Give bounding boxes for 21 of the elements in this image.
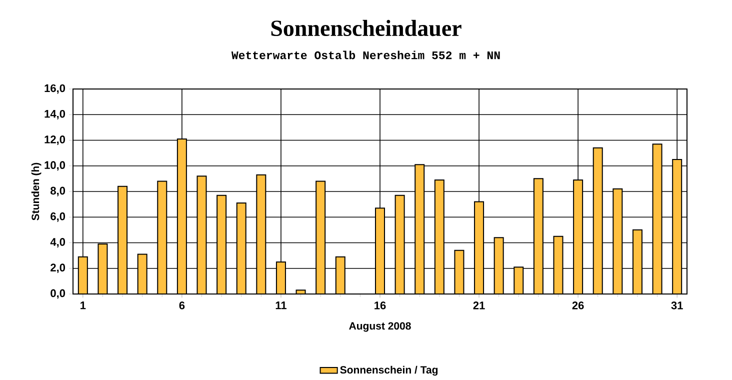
y-axis-title: Stunden (h) [31, 162, 42, 220]
y-tick-label: 2,0 [50, 264, 66, 274]
y-tick-label: 8,0 [50, 186, 66, 196]
x-tick-label: 21 [473, 302, 485, 310]
x-tick-label: 1 [80, 302, 86, 310]
legend-label: Sonnenschein / Tag [340, 366, 438, 376]
chart-title: Sonnenscheindauer [271, 20, 462, 36]
y-tick-label: 10,0 [44, 161, 66, 171]
y-tick-label: 6,0 [50, 212, 66, 222]
y-tick-label: 14,0 [44, 110, 66, 120]
x-tick-label: 16 [374, 302, 386, 310]
x-tick-label: 26 [572, 302, 584, 310]
y-tick-label: 0,0 [50, 289, 66, 299]
x-tick-label: 31 [671, 302, 683, 310]
x-axis-title: August 2008 [349, 322, 411, 332]
x-tick-label: 6 [179, 302, 185, 310]
y-tick-label: 4,0 [50, 238, 66, 248]
x-tick-label: 11 [276, 302, 286, 310]
y-tick-label: 12,0 [44, 136, 66, 145]
y-tick-label: 16,0 [44, 84, 66, 94]
chart-subtitle: Wetterwarte Ostalb Neresheim 552 m + NN [231, 50, 500, 60]
